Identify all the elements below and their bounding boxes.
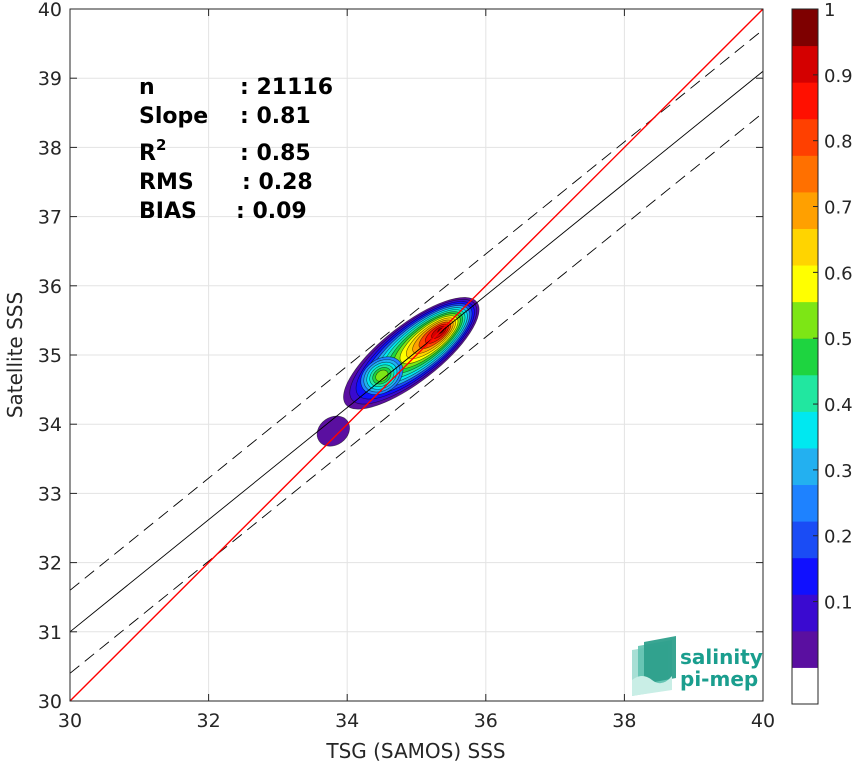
- colorbar-segment: [792, 667, 818, 705]
- stat-value: : 0.85: [240, 141, 311, 166]
- y-tick-label: 35: [38, 345, 62, 367]
- y-tick-label: 33: [38, 483, 62, 505]
- y-axis-label: Satellite SSS: [3, 292, 27, 418]
- x-axis-ticks: 30 32 34 36 38 40: [58, 9, 775, 732]
- stat-value: : 21116: [240, 75, 333, 100]
- colorbar-tick-label: 0.8: [824, 132, 853, 153]
- salinity-pimep-logo: salinity pi-mep: [632, 636, 763, 696]
- y-tick-label: 39: [38, 68, 62, 90]
- y-tick-label: 40: [38, 0, 62, 21]
- colorbar-segment: [792, 155, 818, 193]
- colorbar: 0.1 0.2 0.3 0.4 0.5 0.6 0.7 0.8 0.9 1: [791, 0, 853, 705]
- colorbar-segment: [792, 228, 818, 266]
- x-tick-label: 38: [612, 710, 636, 732]
- colorbar-segment: [792, 118, 818, 156]
- colorbar-tick-label: 0.3: [824, 461, 853, 482]
- y-tick-label: 30: [38, 691, 62, 713]
- density-contour-secondary: [375, 369, 389, 382]
- colorbar-segment: [792, 191, 818, 229]
- stat-label: Slope: [139, 104, 208, 129]
- y-tick-label: 31: [38, 622, 62, 644]
- one-to-one-line: [70, 9, 763, 701]
- density-contour-tail: [316, 415, 350, 447]
- colorbar-tick-label: 0.6: [824, 263, 853, 284]
- colorbar-tick-label: 1: [824, 0, 835, 21]
- colorbar-segment: [792, 265, 818, 303]
- stat-label: RMS: [139, 170, 194, 195]
- colorbar-segment: [792, 594, 818, 632]
- colorbar-segment: [792, 447, 818, 486]
- x-tick-label: 40: [751, 710, 775, 732]
- y-tick-label: 34: [38, 414, 62, 436]
- colorbar-segment: [792, 9, 818, 47]
- y-axis-ticks: 30 31 32 33 34 35 36 37 38 39 40: [38, 0, 763, 713]
- colorbar-tick-label: 0.1: [824, 593, 853, 614]
- regression-line: [70, 70, 763, 633]
- y-tick-label: 37: [38, 207, 62, 229]
- lower-bound-dashed-line: [70, 112, 763, 674]
- colorbar-segment: [792, 374, 818, 412]
- logo-line1: salinity: [680, 645, 763, 669]
- x-tick-label: 34: [335, 710, 359, 732]
- x-tick-label: 36: [474, 710, 498, 732]
- colorbar-segment: [792, 301, 818, 339]
- colorbar-segment: [792, 82, 818, 120]
- colorbar-segment: [792, 411, 818, 449]
- stat-label-superscript: 2: [156, 136, 166, 154]
- y-tick-label: 32: [38, 553, 62, 575]
- stat-value: : 0.28: [242, 170, 313, 195]
- y-tick-label: 38: [38, 137, 62, 159]
- reference-lines: [70, 9, 763, 701]
- colorbar-tick-label: 0.5: [824, 329, 853, 350]
- stat-label: n: [139, 75, 155, 100]
- x-tick-label: 30: [58, 710, 82, 732]
- colorbar-tick-label: 0.9: [824, 66, 853, 87]
- colorbar-segment: [792, 45, 818, 83]
- colorbar-frame: [791, 8, 819, 705]
- stat-value: : 0.81: [240, 104, 311, 129]
- colorbar-segment: [792, 338, 818, 376]
- x-axis-label: TSG (SAMOS) SSS: [325, 739, 505, 763]
- colorbar-segment: [792, 557, 818, 595]
- stat-label: BIAS: [139, 199, 197, 224]
- upper-bound-dashed-line: [70, 29, 763, 591]
- colorbar-segment: [792, 630, 818, 668]
- stat-value: : 0.09: [236, 199, 307, 224]
- x-tick-label: 32: [197, 710, 221, 732]
- logo-line2: pi-mep: [680, 667, 758, 691]
- colorbar-tick-label: 0.2: [824, 527, 853, 548]
- colorbar-tick-label: 0.7: [824, 198, 853, 219]
- colorbar-tick-label: 0.4: [824, 395, 853, 416]
- colorbar-segment: [792, 521, 818, 559]
- logo-waves-icon: [632, 636, 676, 696]
- y-tick-label: 36: [38, 276, 62, 298]
- grid-lines: [69, 8, 764, 702]
- colorbar-segment: [792, 484, 818, 522]
